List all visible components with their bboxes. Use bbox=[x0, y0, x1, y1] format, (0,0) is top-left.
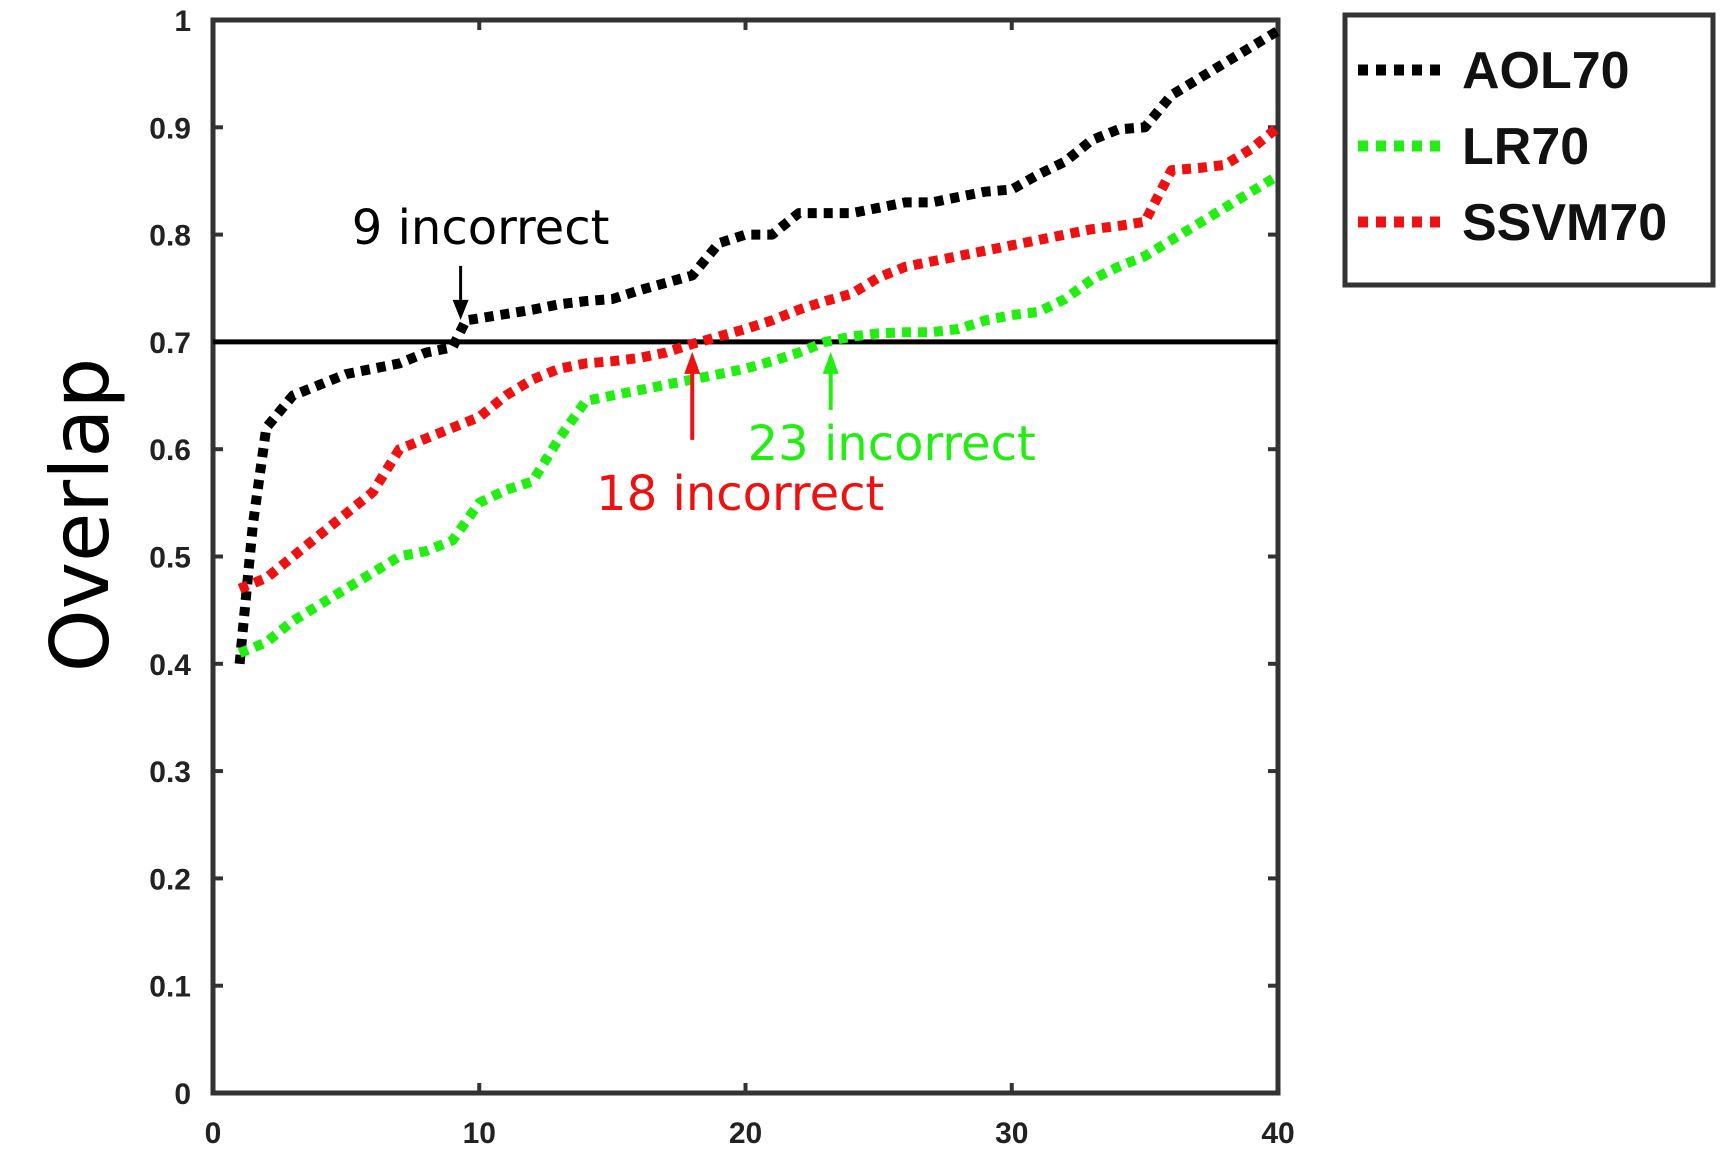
axis-ticks bbox=[211, 18, 1280, 1095]
annotation-arrowhead bbox=[452, 299, 469, 320]
y-tick-label: 1 bbox=[174, 5, 191, 38]
y-tick-label: 0.1 bbox=[149, 971, 191, 1004]
series-layer bbox=[234, 26, 1282, 665]
series-line-aol70 bbox=[234, 26, 1281, 665]
y-axis-label: Overlap bbox=[34, 358, 127, 672]
annotation-label: 18 incorrect bbox=[596, 466, 884, 522]
annotation-label: 23 incorrect bbox=[748, 416, 1036, 472]
annotation-arrowhead bbox=[822, 351, 839, 374]
axis-tick-labels: 0 10 20 30 40 0 0.1 0.2 0.3 0.4 0.5 0.6 0.7 0.8 0.9 1 bbox=[149, 5, 1294, 1150]
series-line-ssvm70 bbox=[237, 123, 1282, 594]
x-tick-label: 20 bbox=[729, 1117, 762, 1150]
annotation-arrowhead bbox=[684, 351, 701, 374]
plot-area bbox=[210, 17, 1281, 1096]
x-tick-label: 10 bbox=[463, 1117, 496, 1150]
legend-label-aol70: AOL70 bbox=[1462, 42, 1630, 100]
annotation-label: 9 incorrect bbox=[352, 200, 610, 256]
y-tick-label: 0.9 bbox=[149, 112, 191, 145]
y-tick-label: 0.3 bbox=[149, 756, 191, 789]
legend-box bbox=[1342, 12, 1716, 288]
x-tick-label: 0 bbox=[205, 1117, 222, 1150]
y-tick-label: 0.2 bbox=[149, 863, 191, 896]
y-tick-label: 0.7 bbox=[149, 327, 191, 360]
y-tick-label: 0.6 bbox=[149, 434, 191, 467]
legend-label-lr70: LR70 bbox=[1462, 118, 1589, 176]
legend: AOL70 LR70 SSVM70 bbox=[1342, 12, 1716, 288]
y-tick-label: 0.4 bbox=[149, 649, 191, 682]
y-tick-label: 0.5 bbox=[149, 542, 191, 575]
y-tick-label: 0.8 bbox=[149, 220, 191, 253]
legend-label-ssvm70: SSVM70 bbox=[1462, 194, 1667, 252]
series-line-lr70 bbox=[237, 171, 1281, 658]
y-tick-label: 0 bbox=[174, 1078, 191, 1111]
x-tick-label: 40 bbox=[1261, 1117, 1294, 1150]
x-tick-label: 30 bbox=[995, 1117, 1028, 1150]
